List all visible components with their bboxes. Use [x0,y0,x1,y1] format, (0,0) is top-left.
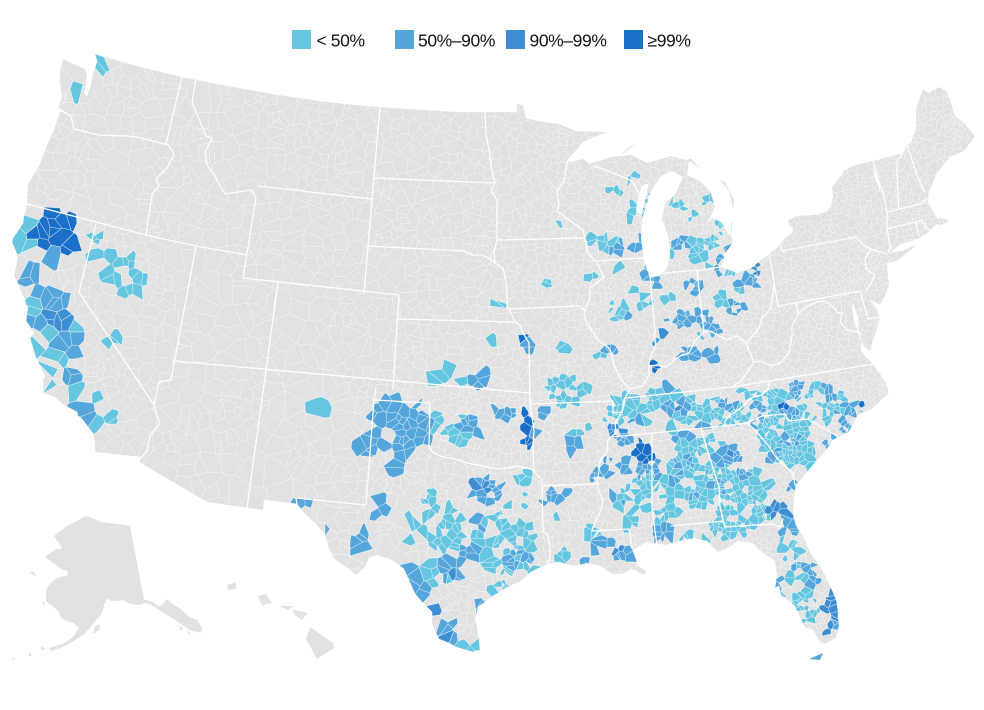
svg-text:≥99%: ≥99% [648,30,691,50]
svg-text:50%–90%: 50%–90% [418,30,495,50]
svg-text:< 50%: < 50% [317,30,365,50]
svg-text:90%–99%: 90%–99% [530,30,607,50]
